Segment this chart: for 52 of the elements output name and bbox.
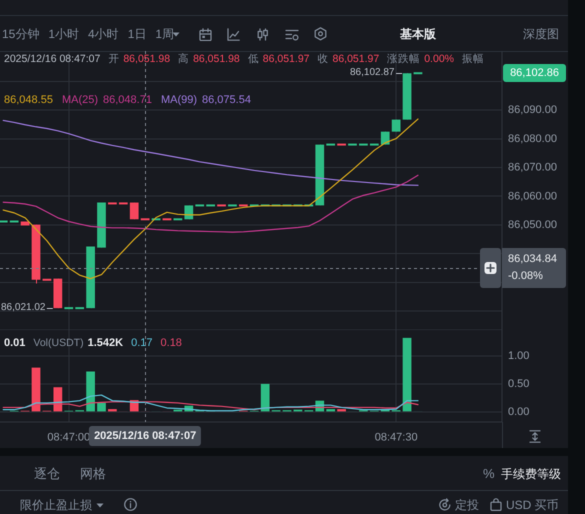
text: 86,102.86 (503, 64, 566, 82)
y-tick-label: 0.00 (508, 406, 530, 418)
annotation: 高 (178, 53, 190, 65)
x-tick-label: 08:47:30 (374, 432, 418, 444)
text: 1日 (128, 27, 146, 41)
text: 1小时 (48, 27, 80, 41)
y-tick-label: 0.50 (508, 378, 530, 390)
text: 4小时 (88, 27, 119, 41)
annotation: 86,075.54 (202, 94, 251, 106)
text: 深度图 (523, 27, 559, 41)
annotation: 收 (318, 53, 328, 65)
x-tick-label: 08:47:00 (47, 432, 90, 444)
annotation: 开 (108, 53, 120, 65)
y-tick-label: 86,080.00 (508, 132, 557, 145)
annotation: 86,051.97 (262, 53, 310, 65)
text: 逐仓 (34, 466, 60, 481)
annotation: 涨跌幅 (387, 53, 420, 65)
y-tick-label: 86,090.00 (508, 104, 557, 116)
text: 1周 (155, 27, 174, 41)
annotation: 86,102.87 (350, 67, 394, 79)
text: 手续费等级 (501, 467, 561, 481)
text: 15分钟 (2, 27, 40, 41)
text: MA(99) (160, 94, 197, 106)
annotation: 86,051.98 (123, 53, 170, 65)
annotation: 86,051.98 (193, 53, 240, 65)
ref-line-label: 2025/12/16 08:47:07 (89, 426, 202, 446)
annotation: 2025/12/16 08:47:07 (4, 53, 100, 65)
annotation: Vol(USDT) (33, 337, 84, 349)
y-tick-label: 86,050.00 (508, 218, 557, 231)
annotation: 86,051.97 (332, 53, 380, 65)
annotation: 0.01 (4, 337, 26, 349)
text: 基本版 (400, 27, 436, 41)
annotation: 振幅 (462, 53, 484, 65)
text: 网格 (80, 466, 106, 481)
y-tick-label: 86,060.00 (508, 190, 557, 202)
annotation: 86,048.55 (4, 94, 53, 106)
annotation: 86,021.02 (1, 302, 46, 314)
annotation: 0.17 (131, 337, 153, 349)
text: 86,034.84 (508, 253, 558, 266)
text: MA(25) (62, 94, 98, 106)
text: -0.08% (508, 270, 544, 283)
text: % (483, 466, 495, 481)
annotation: 0.00% (424, 53, 454, 65)
annotation: 0.18 (160, 337, 182, 349)
annotation: 86,048.71 (103, 94, 152, 106)
text: USD 买币 (506, 498, 559, 512)
annotation: 低 (248, 53, 259, 65)
y-tick-label: 1.00 (508, 350, 530, 362)
text: 定投 (455, 498, 479, 512)
annotation: 1.542K (88, 337, 124, 349)
y-tick-label: 86,070.00 (508, 162, 557, 174)
text: 限价止盈止损 (20, 498, 92, 512)
